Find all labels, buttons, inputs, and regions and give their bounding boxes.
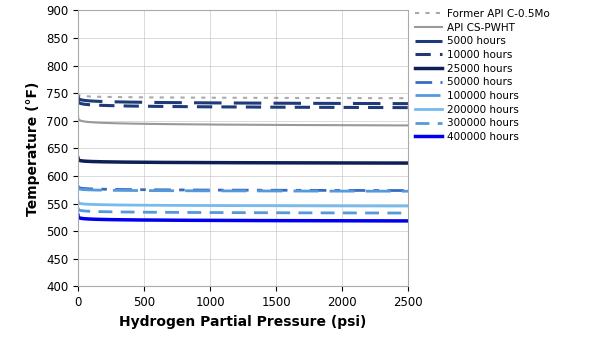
200000 hours: [200, 204, 208, 208]
Line: 100000 hours: 100000 hours: [78, 187, 408, 191]
Line: 200000 hours: 200000 hours: [78, 201, 408, 206]
5000 hours: [289, 101, 296, 105]
Line: API CS-PWHT: API CS-PWHT: [78, 115, 408, 126]
200000 hours: [74, 199, 82, 203]
5000 hours: [74, 93, 82, 97]
Line: Former API C-0.5Mo: Former API C-0.5Mo: [78, 93, 408, 98]
Former API C-0.5Mo: [134, 95, 142, 99]
300000 hours: [74, 206, 82, 210]
50000 hours: [272, 188, 280, 192]
X-axis label: Hydrogen Partial Pressure (psi): Hydrogen Partial Pressure (psi): [119, 315, 367, 329]
100000 hours: [200, 189, 208, 193]
400000 hours: [320, 219, 328, 223]
50000 hours: [346, 188, 353, 193]
Former API C-0.5Mo: [320, 96, 328, 100]
400000 hours: [74, 213, 82, 217]
300000 hours: [404, 211, 412, 215]
25000 hours: [320, 161, 328, 165]
25000 hours: [74, 156, 82, 160]
Legend: Former API C-0.5Mo, API CS-PWHT, 5000 hours, 10000 hours, 25000 hours, 50000 hou: Former API C-0.5Mo, API CS-PWHT, 5000 ho…: [412, 5, 554, 146]
API CS-PWHT: [200, 122, 208, 127]
300000 hours: [289, 211, 296, 215]
10000 hours: [320, 105, 328, 109]
5000 hours: [320, 101, 328, 106]
5000 hours: [404, 101, 412, 106]
Line: 25000 hours: 25000 hours: [78, 158, 408, 163]
300000 hours: [134, 210, 142, 214]
Line: 300000 hours: 300000 hours: [78, 208, 408, 213]
5000 hours: [200, 101, 208, 105]
Line: 10000 hours: 10000 hours: [78, 99, 408, 108]
10000 hours: [272, 105, 280, 109]
API CS-PWHT: [74, 113, 82, 117]
300000 hours: [272, 211, 280, 215]
25000 hours: [272, 161, 280, 165]
10000 hours: [289, 105, 296, 109]
200000 hours: [289, 204, 296, 208]
10000 hours: [200, 105, 208, 109]
Former API C-0.5Mo: [200, 96, 208, 100]
400000 hours: [134, 218, 142, 222]
API CS-PWHT: [272, 123, 280, 127]
5000 hours: [346, 101, 353, 106]
100000 hours: [320, 189, 328, 193]
100000 hours: [134, 188, 142, 193]
Former API C-0.5Mo: [289, 96, 296, 100]
API CS-PWHT: [320, 123, 328, 127]
300000 hours: [320, 211, 328, 215]
100000 hours: [289, 189, 296, 193]
5000 hours: [272, 101, 280, 105]
Former API C-0.5Mo: [404, 96, 412, 100]
10000 hours: [134, 104, 142, 108]
10000 hours: [404, 106, 412, 110]
100000 hours: [346, 189, 353, 193]
10000 hours: [346, 105, 353, 109]
API CS-PWHT: [289, 123, 296, 127]
50000 hours: [134, 188, 142, 192]
50000 hours: [404, 188, 412, 193]
400000 hours: [404, 219, 412, 223]
Former API C-0.5Mo: [74, 91, 82, 95]
25000 hours: [404, 161, 412, 165]
10000 hours: [74, 97, 82, 101]
100000 hours: [404, 189, 412, 193]
25000 hours: [134, 160, 142, 164]
Former API C-0.5Mo: [272, 96, 280, 100]
200000 hours: [134, 203, 142, 207]
50000 hours: [74, 183, 82, 187]
25000 hours: [289, 161, 296, 165]
50000 hours: [289, 188, 296, 193]
100000 hours: [74, 185, 82, 189]
Line: 400000 hours: 400000 hours: [78, 215, 408, 221]
200000 hours: [404, 204, 412, 208]
400000 hours: [346, 219, 353, 223]
Line: 50000 hours: 50000 hours: [78, 185, 408, 190]
300000 hours: [200, 210, 208, 215]
400000 hours: [272, 219, 280, 223]
50000 hours: [320, 188, 328, 193]
200000 hours: [346, 204, 353, 208]
Former API C-0.5Mo: [346, 96, 353, 100]
400000 hours: [289, 219, 296, 223]
300000 hours: [346, 211, 353, 215]
25000 hours: [346, 161, 353, 165]
API CS-PWHT: [134, 122, 142, 126]
25000 hours: [200, 160, 208, 165]
Y-axis label: Temperature (°F): Temperature (°F): [26, 81, 40, 216]
API CS-PWHT: [346, 123, 353, 127]
200000 hours: [320, 204, 328, 208]
400000 hours: [200, 218, 208, 223]
200000 hours: [272, 204, 280, 208]
Line: 5000 hours: 5000 hours: [78, 95, 408, 104]
100000 hours: [272, 189, 280, 193]
5000 hours: [134, 100, 142, 104]
50000 hours: [200, 188, 208, 192]
API CS-PWHT: [404, 124, 412, 128]
